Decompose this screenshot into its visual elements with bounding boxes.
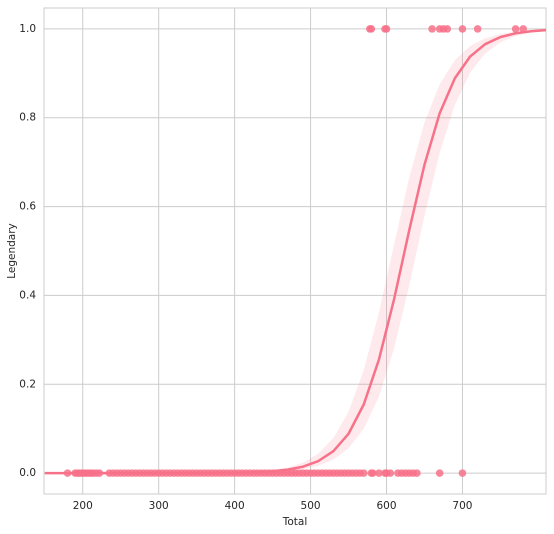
data-point — [382, 25, 391, 33]
y-tick-label: 0.8 — [19, 112, 36, 124]
y-tick-label: 0.0 — [19, 467, 36, 479]
data-point — [458, 469, 467, 477]
data-point — [443, 25, 452, 33]
data-point — [473, 25, 482, 33]
data-point — [519, 25, 528, 33]
y-tick-label: 0.4 — [19, 289, 36, 301]
data-point — [367, 25, 376, 33]
x-tick-label: 500 — [301, 500, 321, 512]
x-tick-label: 700 — [452, 500, 472, 512]
confidence-band — [44, 29, 546, 474]
y-tick-label: 0.6 — [19, 201, 36, 213]
data-point — [511, 25, 520, 33]
x-tick-label: 400 — [225, 500, 245, 512]
x-tick-label: 600 — [376, 500, 396, 512]
y-axis-label: Legendary — [6, 223, 18, 279]
x-tick-label: 300 — [149, 500, 169, 512]
data-point — [375, 469, 383, 477]
y-tick-label: 1.0 — [19, 23, 36, 35]
data-point — [428, 25, 436, 33]
plot-frame — [43, 7, 547, 495]
data-point — [63, 469, 72, 477]
x-axis-label: Total — [282, 516, 308, 528]
x-tick-label: 200 — [73, 500, 93, 512]
data-point — [386, 469, 395, 477]
data-point — [413, 469, 421, 477]
y-tick-label: 0.2 — [19, 378, 36, 390]
data-point — [95, 469, 104, 477]
data-point — [435, 469, 444, 477]
data-point — [458, 25, 467, 33]
data-point — [359, 469, 368, 477]
data-point — [369, 469, 377, 477]
